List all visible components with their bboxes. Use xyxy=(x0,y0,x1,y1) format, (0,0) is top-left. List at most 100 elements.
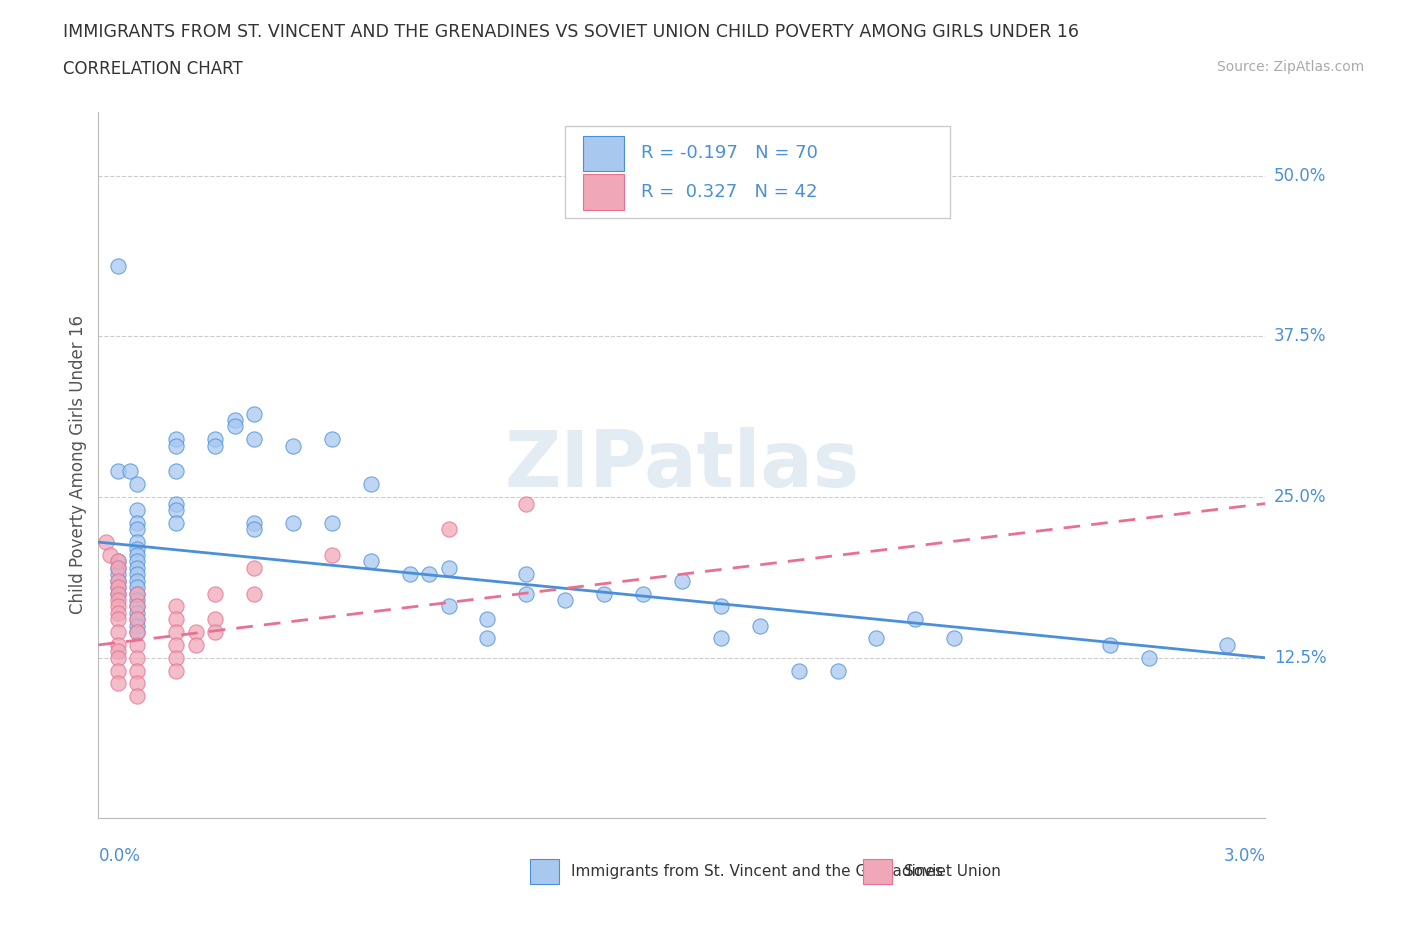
Point xyxy=(107,573,129,588)
Point xyxy=(107,566,129,581)
Point xyxy=(671,573,693,588)
Point xyxy=(127,586,149,601)
Text: 12.5%: 12.5% xyxy=(1274,649,1326,667)
Point xyxy=(204,438,226,453)
Text: R = -0.197   N = 70: R = -0.197 N = 70 xyxy=(641,144,818,163)
Point xyxy=(477,631,499,646)
Point xyxy=(360,477,382,492)
Point xyxy=(477,612,499,627)
Point xyxy=(107,561,129,576)
Point xyxy=(127,554,149,569)
Point xyxy=(593,586,616,601)
Point xyxy=(127,605,149,620)
Point xyxy=(127,522,149,537)
Point xyxy=(107,554,129,569)
Point xyxy=(98,548,121,563)
Point xyxy=(865,631,887,646)
Point xyxy=(165,464,187,479)
Point xyxy=(204,625,226,640)
Point xyxy=(943,631,966,646)
Point xyxy=(184,637,207,652)
Text: ZIPatlas: ZIPatlas xyxy=(505,427,859,503)
Point xyxy=(437,522,460,537)
Bar xyxy=(863,859,891,884)
Point xyxy=(554,592,576,607)
Bar xyxy=(530,859,560,884)
Point xyxy=(107,464,129,479)
Point xyxy=(321,548,343,563)
Point xyxy=(107,586,129,601)
Point xyxy=(243,432,266,446)
Point xyxy=(127,676,149,691)
Point xyxy=(1098,637,1121,652)
Text: 50.0%: 50.0% xyxy=(1274,166,1326,185)
Point xyxy=(437,561,460,576)
Point xyxy=(127,625,149,640)
Point xyxy=(107,259,129,273)
Point xyxy=(107,579,129,594)
Point xyxy=(1137,650,1160,665)
Point xyxy=(710,599,733,614)
Point xyxy=(204,586,226,601)
Point xyxy=(107,650,129,665)
Point xyxy=(165,599,187,614)
Text: 37.5%: 37.5% xyxy=(1274,327,1326,345)
Point xyxy=(1215,637,1237,652)
Point xyxy=(437,599,460,614)
Point xyxy=(165,637,187,652)
Point xyxy=(127,599,149,614)
Point xyxy=(827,663,849,678)
Bar xyxy=(565,126,950,218)
Point xyxy=(515,586,537,601)
Point xyxy=(118,464,141,479)
Point xyxy=(127,515,149,530)
Point xyxy=(127,477,149,492)
Point xyxy=(127,502,149,517)
Point xyxy=(127,541,149,556)
Bar xyxy=(582,136,624,171)
Text: Immigrants from St. Vincent and the Grenadines: Immigrants from St. Vincent and the Gren… xyxy=(571,864,943,879)
Point xyxy=(127,625,149,640)
Point xyxy=(127,612,149,627)
Point xyxy=(127,650,149,665)
Text: R =  0.327   N = 42: R = 0.327 N = 42 xyxy=(641,183,817,201)
Point xyxy=(107,663,129,678)
Point xyxy=(243,522,266,537)
Point xyxy=(184,625,207,640)
Text: 3.0%: 3.0% xyxy=(1223,846,1265,865)
Point xyxy=(107,573,129,588)
Bar xyxy=(582,174,624,209)
Point xyxy=(127,535,149,550)
Y-axis label: Child Poverty Among Girls Under 16: Child Poverty Among Girls Under 16 xyxy=(69,315,87,615)
Point xyxy=(107,637,129,652)
Point xyxy=(787,663,810,678)
Point xyxy=(281,438,304,453)
Point xyxy=(165,650,187,665)
Point xyxy=(107,676,129,691)
Text: Source: ZipAtlas.com: Source: ZipAtlas.com xyxy=(1216,60,1364,74)
Point xyxy=(243,586,266,601)
Point xyxy=(360,554,382,569)
Point xyxy=(165,502,187,517)
Point xyxy=(748,618,770,633)
Point xyxy=(204,612,226,627)
Text: IMMIGRANTS FROM ST. VINCENT AND THE GRENADINES VS SOVIET UNION CHILD POVERTY AMO: IMMIGRANTS FROM ST. VINCENT AND THE GREN… xyxy=(63,23,1080,41)
Point xyxy=(165,432,187,446)
Point xyxy=(96,535,118,550)
Point xyxy=(710,631,733,646)
Point xyxy=(127,586,149,601)
Point xyxy=(127,599,149,614)
Point xyxy=(127,618,149,633)
Point xyxy=(127,573,149,588)
Point xyxy=(243,561,266,576)
Text: 25.0%: 25.0% xyxy=(1274,488,1326,506)
Point xyxy=(107,612,129,627)
Point xyxy=(165,612,187,627)
Point xyxy=(224,413,246,428)
Point xyxy=(281,515,304,530)
Point xyxy=(398,566,420,581)
Text: Soviet Union: Soviet Union xyxy=(904,864,1001,879)
Point xyxy=(904,612,927,627)
Point xyxy=(107,592,129,607)
Point xyxy=(107,561,129,576)
